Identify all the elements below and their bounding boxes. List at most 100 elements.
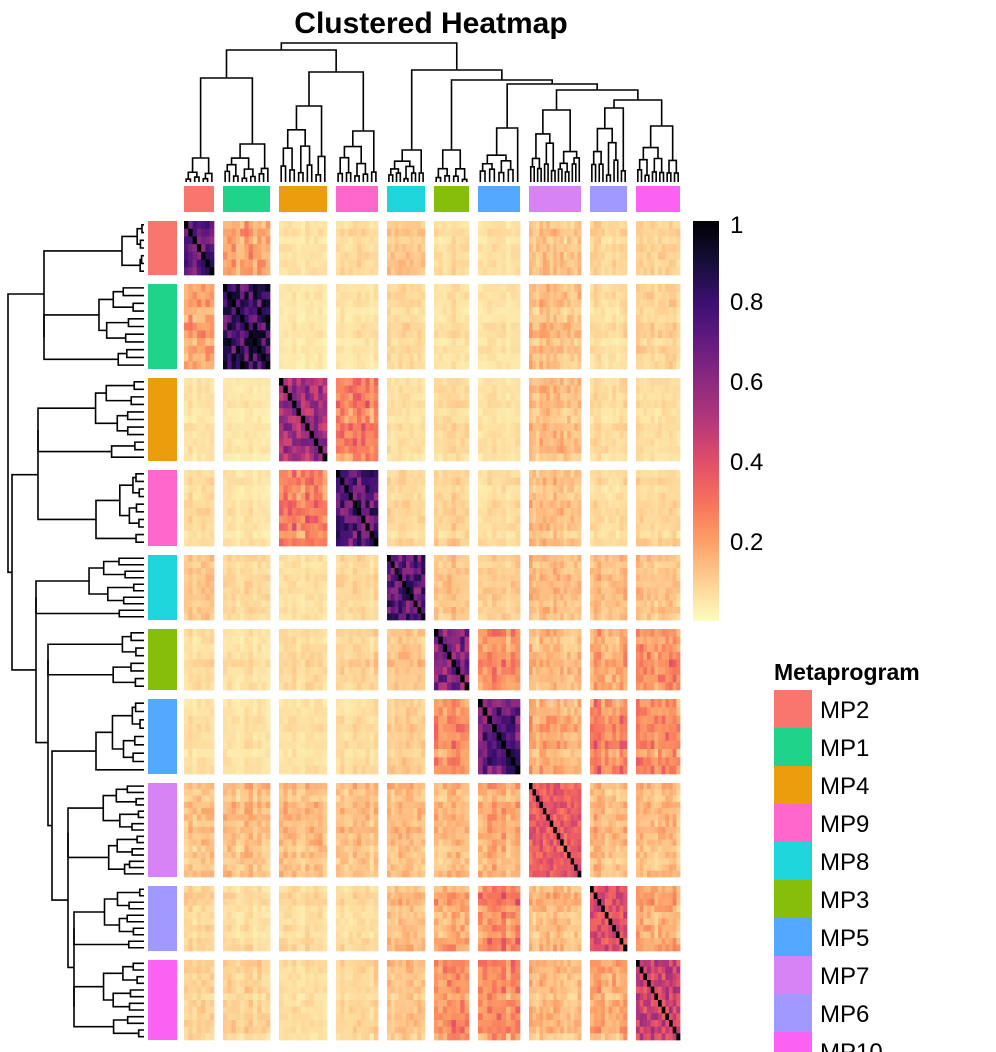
heatmap-cell xyxy=(539,322,544,331)
heatmap-cell xyxy=(447,251,452,260)
heatmap-cell xyxy=(201,259,206,268)
heatmap-cell xyxy=(654,393,659,401)
heatmap-cell xyxy=(487,470,493,478)
heatmap-cell xyxy=(417,307,422,316)
heatmap-cell xyxy=(279,393,284,401)
heatmap-cell xyxy=(231,299,237,308)
dendrogram-branch xyxy=(356,162,367,176)
heatmap-cell xyxy=(344,568,349,575)
heatmap-cell xyxy=(647,353,652,362)
heatmap-cell xyxy=(340,607,345,614)
heatmap-cell xyxy=(309,594,315,601)
heatmap-cell xyxy=(593,515,598,524)
heatmap-cell xyxy=(336,345,341,354)
heatmap-cell xyxy=(244,485,249,494)
heatmap-cell xyxy=(318,345,323,354)
heatmap-cell xyxy=(413,338,418,347)
heatmap-cell xyxy=(322,530,328,539)
heatmap-cell xyxy=(570,251,575,260)
heatmap-cell xyxy=(361,385,366,394)
heatmap-cell xyxy=(196,291,202,300)
heatmap-cell xyxy=(223,438,228,447)
heatmap-cell xyxy=(608,314,613,323)
heatmap-cell xyxy=(240,561,245,569)
heatmap-cell xyxy=(447,485,452,494)
heatmap-cell xyxy=(352,581,358,588)
heatmap-cell xyxy=(244,345,249,354)
heatmap-cell xyxy=(248,430,254,439)
heatmap-cell xyxy=(205,338,211,347)
heatmap-cell xyxy=(340,345,345,354)
heatmap-cell xyxy=(658,291,663,300)
heatmap-cell xyxy=(636,438,641,447)
heatmap-cell xyxy=(300,236,306,245)
heatmap-cell xyxy=(438,400,444,409)
column-annotation-mp7 xyxy=(529,186,581,212)
heatmap-cell xyxy=(192,307,198,316)
heatmap-cell xyxy=(361,251,366,260)
heatmap-cell xyxy=(597,251,602,260)
heatmap-cell xyxy=(235,244,241,253)
heatmap-cell xyxy=(402,470,407,478)
heatmap-cell xyxy=(577,500,582,509)
heatmap-cell xyxy=(438,322,444,331)
heatmap-cell xyxy=(510,353,516,362)
heatmap-cell xyxy=(348,314,354,323)
heatmap-cell xyxy=(261,244,267,253)
heatmap-cell xyxy=(406,438,411,447)
heatmap-cell xyxy=(261,600,267,608)
heatmap-cell xyxy=(223,415,228,424)
heatmap-cell xyxy=(361,538,366,547)
heatmap-cell xyxy=(265,361,271,370)
heatmap-cell xyxy=(421,314,426,323)
heatmap-cell xyxy=(387,538,392,547)
heatmap-cell xyxy=(532,338,537,347)
heatmap-cell xyxy=(209,453,215,462)
heatmap-cell xyxy=(639,523,644,532)
heatmap-cell xyxy=(283,314,289,323)
heatmap-cell xyxy=(209,430,215,439)
heatmap-cell xyxy=(227,438,232,447)
heatmap-cell xyxy=(413,445,418,454)
heatmap-cell xyxy=(556,251,561,260)
heatmap-cell xyxy=(223,587,228,595)
heatmap-cell xyxy=(421,515,426,524)
heatmap-cell xyxy=(394,581,399,588)
heatmap-cell xyxy=(643,438,648,447)
heatmap-cell xyxy=(597,228,602,237)
heatmap-cell xyxy=(506,236,512,245)
heatmap-cell xyxy=(669,385,674,394)
heatmap-cell xyxy=(556,267,561,276)
heatmap-cell xyxy=(287,284,293,293)
heatmap-cell xyxy=(549,314,554,323)
heatmap-cell xyxy=(283,353,289,362)
heatmap-cell xyxy=(570,587,575,595)
heatmap-cell xyxy=(394,613,399,621)
heatmap-cell xyxy=(322,430,328,439)
heatmap-cell xyxy=(487,555,493,562)
heatmap-cell xyxy=(413,561,418,569)
heatmap-cell xyxy=(309,600,315,608)
heatmap-cell xyxy=(529,345,533,354)
dendrogram-branch xyxy=(132,752,144,763)
heatmap-cell xyxy=(369,492,375,501)
dendrogram-branch xyxy=(535,133,551,159)
heatmap-cell xyxy=(650,538,655,547)
heatmap-cell xyxy=(387,314,392,323)
heatmap-cell xyxy=(421,251,426,260)
heatmap-cell xyxy=(252,221,258,230)
heatmap-cell xyxy=(205,284,211,293)
heatmap-cell xyxy=(506,561,512,569)
heatmap-cell xyxy=(240,284,245,293)
heatmap-cell xyxy=(192,607,198,614)
heatmap-cell xyxy=(192,530,198,539)
heatmap-cell xyxy=(482,574,488,582)
heatmap-cell xyxy=(451,251,457,260)
heatmap-cell xyxy=(373,500,379,509)
heatmap-cell xyxy=(455,470,461,478)
heatmap-cell xyxy=(235,600,241,608)
heatmap-cell xyxy=(244,221,249,230)
heatmap-cell xyxy=(608,236,613,245)
heatmap-cell xyxy=(248,568,254,575)
heatmap-cell xyxy=(240,353,245,362)
